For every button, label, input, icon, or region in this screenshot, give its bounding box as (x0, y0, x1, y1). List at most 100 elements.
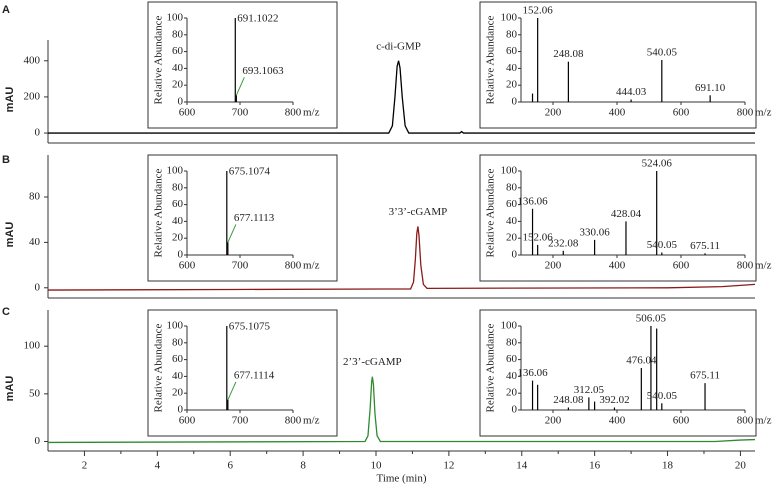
inset-y-label: Relative Abundance (485, 168, 497, 257)
inset-x-tick-label: 600 (179, 415, 196, 427)
inset-y-tick-label: 0 (178, 249, 184, 261)
ms-peak-label: 136.06 (517, 367, 548, 379)
y-tick-label: 40 (29, 236, 41, 248)
inset-y-tick-label: 40 (172, 62, 184, 74)
ms-peak-label: 312.05 (574, 384, 605, 396)
panel-letter: C (2, 306, 10, 318)
inset-x-label: m/z (755, 415, 772, 427)
ms-peak-label: 248.08 (553, 394, 584, 406)
inset-x-label: m/z (303, 260, 320, 272)
inset-frame (479, 1, 757, 129)
inset-x-label: m/z (755, 107, 772, 119)
inset-y-tick-label: 40 (506, 215, 518, 227)
ms-peak-label: 506.05 (636, 313, 667, 325)
ms-peak-label: 691.1022 (237, 13, 278, 25)
y-tick-label: 0 (35, 127, 41, 139)
inset-y-tick-label: 20 (172, 232, 184, 244)
inset-y-tick-label: 100 (501, 12, 518, 24)
inset-y-tick-label: 60 (172, 198, 184, 210)
ms-peak-label: 428.04 (611, 208, 642, 220)
ms-peak-label: 693.1063 (242, 65, 284, 77)
inset-x-tick-label: 800 (737, 415, 754, 427)
ms-peak-label: 540.05 (647, 239, 678, 251)
peak-label: 3’3’-cGAMP (389, 206, 448, 218)
y-tick-label: 0 (35, 281, 41, 293)
inset-y-tick-label: 60 (506, 198, 518, 210)
ms-peak-label: 691.10 (695, 82, 726, 94)
inset-y-tick-label: 80 (506, 28, 518, 40)
x-tick-label: 8 (300, 460, 306, 472)
inset-x-label: m/z (303, 415, 320, 427)
inset-y-tick-label: 60 (506, 353, 518, 365)
inset-y-label: Relative Abundance (153, 168, 165, 257)
inset-frame (479, 154, 757, 282)
inset-y-tick-label: 0 (512, 404, 518, 416)
inset-x-tick-label: 800 (285, 260, 302, 272)
ms-peak-label: 675.11 (690, 240, 720, 252)
x-tick-label: 12 (443, 460, 454, 472)
ms-peak-label: 392.02 (599, 394, 629, 406)
inset-y-tick-label: 100 (501, 165, 518, 177)
inset-x-tick-label: 400 (609, 107, 626, 119)
peak-label: 2’3’-cGAMP (343, 356, 402, 368)
inset-y-tick-label: 100 (167, 165, 184, 177)
peak-label: c-di-GMP (376, 40, 421, 52)
inset-x-tick-label: 400 (609, 415, 626, 427)
inset-x-label: m/z (303, 107, 320, 119)
inset-y-tick-label: 20 (172, 387, 184, 399)
ms-peak-label: 524.06 (642, 158, 673, 170)
inset-y-tick-label: 0 (178, 96, 184, 108)
inset-y-tick-label: 80 (172, 181, 184, 193)
x-tick-label: 16 (589, 460, 601, 472)
y-tick-label: 400 (24, 54, 41, 66)
inset-y-tick-label: 20 (506, 387, 518, 399)
x-tick-label: 20 (735, 460, 747, 472)
inset-x-tick-label: 200 (545, 260, 562, 272)
inset-y-tick-label: 80 (506, 181, 518, 193)
inset-x-tick-label: 600 (179, 107, 196, 119)
x-tick-label: 10 (370, 460, 382, 472)
inset-x-tick-label: 700 (232, 260, 249, 272)
inset-x-tick-label: 600 (179, 260, 196, 272)
y-tick-label: 200 (24, 90, 41, 102)
inset-x-tick-label: 800 (285, 107, 302, 119)
panel-letter: A (2, 4, 10, 16)
y-tick-label: 50 (29, 387, 41, 399)
ms-peak-label: 675.1075 (229, 321, 271, 333)
inset-y-tick-label: 100 (167, 320, 184, 332)
label-leader (227, 224, 237, 243)
ms-peak-label: 540.05 (647, 47, 678, 59)
ms-peak-label: 330.06 (579, 226, 610, 238)
inset-x-tick-label: 200 (545, 415, 562, 427)
inset-y-tick-label: 60 (506, 45, 518, 57)
chromatogram-trace (47, 376, 756, 444)
inset-x-label: m/z (755, 260, 772, 272)
inset-frame (479, 309, 757, 437)
x-tick-label: 14 (516, 460, 528, 472)
inset-y-tick-label: 60 (172, 45, 184, 57)
inset-y-tick-label: 0 (512, 249, 518, 261)
ms-peak-label: 675.1074 (229, 166, 271, 178)
inset-y-tick-label: 0 (512, 96, 518, 108)
inset-y-tick-label: 0 (178, 404, 184, 416)
x-axis-label: Time (min) (376, 473, 426, 485)
label-leader (227, 381, 237, 401)
ms-peak-label: 136.06 (517, 195, 548, 207)
inset-frame (147, 154, 338, 282)
inset-x-tick-label: 200 (545, 107, 562, 119)
x-tick-label: 4 (155, 460, 161, 472)
ms-peak-label: 248.08 (553, 48, 584, 60)
inset-y-tick-label: 80 (172, 336, 184, 348)
y-axis-label: mAU (4, 376, 16, 402)
y-tick-label: 80 (29, 191, 41, 203)
inset-y-label: Relative Abundance (153, 323, 165, 412)
ms-peak-label: 677.1113 (234, 212, 275, 224)
inset-y-tick-label: 40 (506, 62, 518, 74)
ms-peak-label: 540.05 (647, 390, 678, 402)
x-tick-label: 18 (662, 460, 674, 472)
inset-frame (147, 309, 338, 437)
inset-y-tick-label: 100 (167, 12, 184, 24)
ms-peak-label: 152.06 (523, 231, 554, 243)
inset-y-tick-label: 20 (172, 79, 184, 91)
